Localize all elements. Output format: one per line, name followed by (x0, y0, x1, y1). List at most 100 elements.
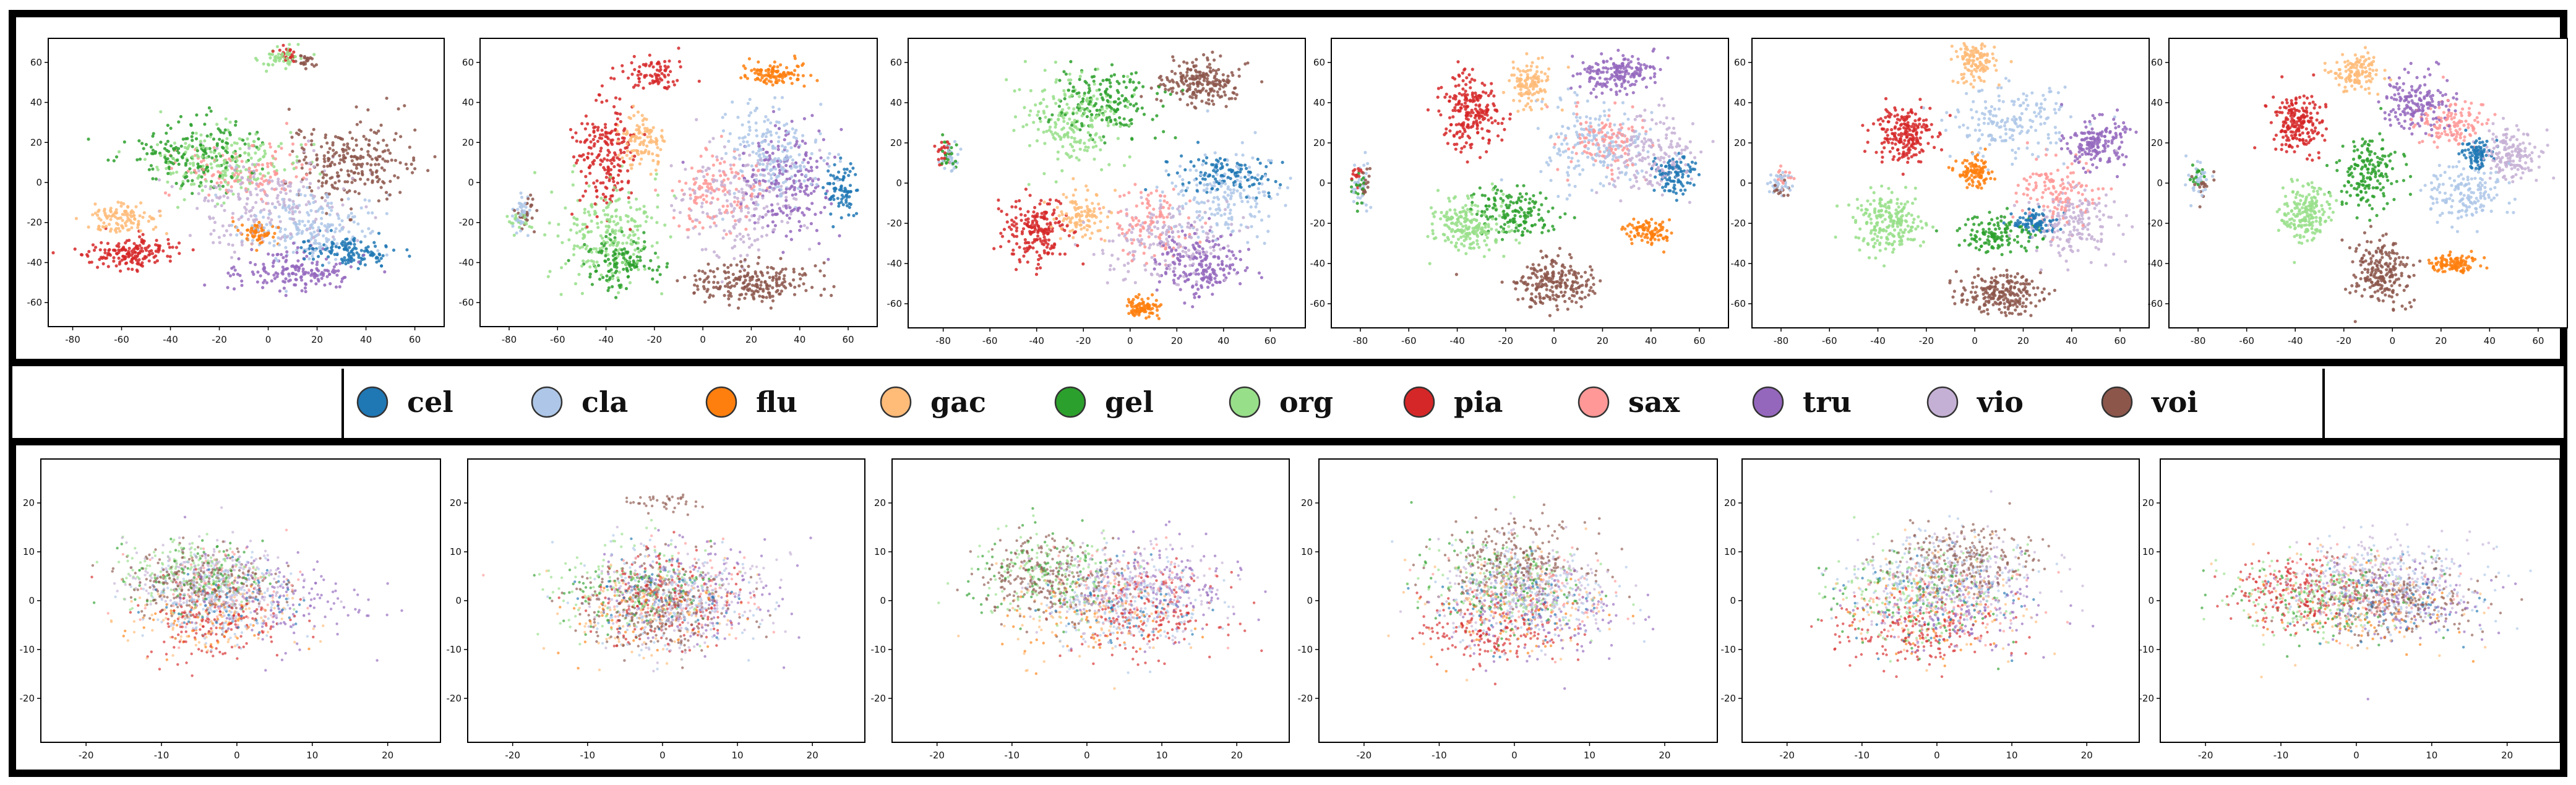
point-gel (163, 147, 166, 150)
point-cla (328, 213, 332, 217)
point-pia (1015, 226, 1019, 230)
point-cel (353, 242, 356, 246)
point-pia (126, 252, 130, 255)
point-gac (628, 157, 632, 160)
point-cla (744, 145, 748, 148)
point-vio (693, 191, 697, 195)
point-gel (655, 280, 659, 284)
point-tru (294, 278, 298, 281)
point-gel (154, 177, 158, 181)
point-cel (844, 194, 848, 197)
point-vio (681, 198, 685, 202)
point-tru (792, 207, 796, 211)
point-org (629, 242, 633, 246)
point-gel (642, 264, 646, 268)
point-cla (748, 126, 752, 129)
point-gel (203, 122, 207, 126)
point-voi (310, 57, 314, 61)
point-gel (248, 132, 252, 135)
point-flu (1157, 317, 1161, 320)
point-tru (323, 283, 327, 287)
point-gel (190, 135, 194, 139)
point-vio (291, 218, 295, 221)
point-vio (678, 210, 682, 215)
point-pia (590, 152, 594, 156)
point-cla (314, 241, 318, 245)
point-cla (1232, 188, 1236, 192)
point-voi (1230, 71, 1234, 74)
point-sax (738, 205, 742, 210)
point-org (288, 60, 292, 64)
point-voi (331, 143, 335, 147)
point-voi (1224, 105, 1228, 108)
point-cla (767, 142, 771, 147)
point-org (200, 155, 204, 158)
point-voi (818, 269, 822, 273)
point-cla (285, 290, 288, 293)
point-flu (801, 63, 804, 67)
point-tru (311, 261, 314, 265)
point-org (1068, 72, 1071, 76)
point-gac (656, 146, 659, 150)
point-cla (523, 202, 527, 205)
point-org (1122, 163, 1127, 168)
point-vio (737, 189, 741, 194)
point-voi (743, 296, 747, 300)
point-org (1072, 107, 1076, 111)
point-voi (366, 178, 370, 181)
point-pia (166, 254, 170, 258)
point-cla (325, 228, 329, 231)
point-cla (1201, 216, 1204, 220)
point-gel (628, 265, 632, 268)
point-org (512, 233, 516, 237)
point-pia (595, 189, 599, 192)
point-sax (1154, 215, 1158, 219)
point-tru (1172, 278, 1175, 282)
point-cla (1248, 165, 1252, 169)
point-cla (288, 210, 291, 214)
point-pia (599, 147, 603, 150)
point-org (179, 187, 182, 191)
point-cla (267, 212, 271, 216)
point-voi (310, 132, 314, 136)
point-pia (676, 79, 679, 82)
point-vio (704, 168, 708, 172)
point-tru (807, 207, 811, 212)
point-pia (134, 251, 137, 254)
point-voi (310, 189, 314, 193)
point-vio (761, 226, 765, 229)
point-cla (766, 118, 770, 122)
point-org (205, 147, 209, 150)
point-tru (817, 129, 821, 133)
point-gac (1060, 213, 1064, 217)
point-pia (620, 136, 625, 140)
point-voi (732, 284, 736, 288)
point-vio (218, 241, 221, 244)
point-vio (239, 215, 243, 220)
point-voi (1211, 94, 1215, 98)
point-vio (1186, 225, 1190, 229)
point-sax (1126, 252, 1130, 256)
point-vio (266, 202, 270, 205)
point-flu (771, 72, 775, 75)
point-gel (1038, 116, 1042, 120)
point-cla (780, 96, 784, 100)
point-vio (251, 205, 255, 210)
point-vio (753, 239, 757, 242)
point-flu (259, 241, 262, 245)
point-vio (742, 198, 745, 202)
point-org (637, 268, 640, 272)
point-org (609, 200, 612, 204)
point-sax (689, 193, 692, 197)
point-voi (316, 163, 319, 167)
point-vio (733, 195, 737, 199)
point-cla (351, 215, 354, 219)
point-vio (291, 200, 295, 204)
point-sax (215, 181, 219, 185)
y-tick-label: 60 (30, 57, 42, 68)
point-cla (748, 98, 752, 101)
point-org (199, 133, 203, 137)
point-sax (304, 143, 307, 147)
point-pia (168, 246, 171, 249)
